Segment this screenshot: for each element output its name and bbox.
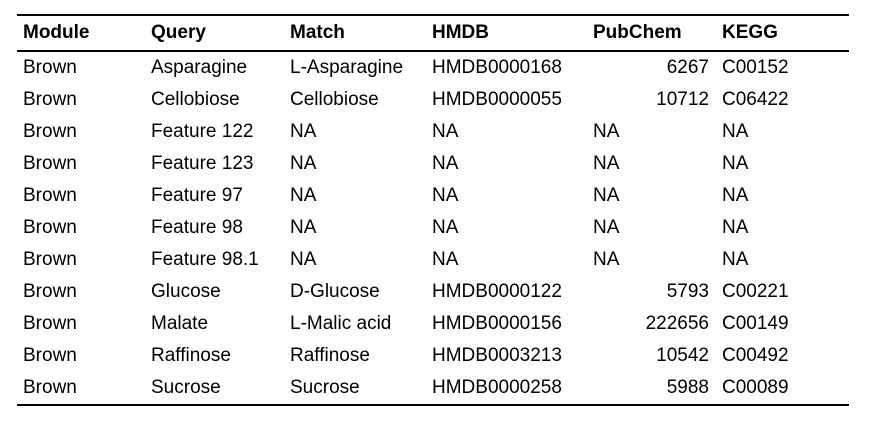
table-row: Brown Malate L-Malic acid HMDB0000156 22… [17, 308, 849, 340]
cell-kegg: C06422 [722, 89, 789, 110]
cell-module: Brown [23, 185, 77, 206]
cell-match: NA [290, 217, 317, 238]
header-match: Match [290, 22, 345, 43]
cell-module: Brown [23, 57, 77, 78]
cell-kegg: NA [722, 217, 749, 238]
metabolite-table-container: Module Query Match HMDB PubChem KEGG Bro… [17, 14, 849, 406]
cell-kegg: C00492 [722, 345, 789, 366]
cell-pubchem: NA [593, 249, 620, 270]
header-pubchem: PubChem [593, 22, 682, 43]
cell-pubchem: 222656 [645, 313, 709, 334]
table-body: Brown Asparagine L-Asparagine HMDB000016… [17, 51, 849, 405]
cell-module: Brown [23, 377, 77, 398]
cell-query: Feature 97 [151, 185, 243, 206]
cell-query: Feature 98.1 [151, 249, 259, 270]
cell-kegg: C00221 [722, 281, 789, 302]
cell-module: Brown [23, 89, 77, 110]
cell-match: NA [290, 153, 317, 174]
cell-query: Sucrose [151, 377, 221, 398]
cell-kegg: C00152 [722, 57, 789, 78]
header-query: Query [151, 22, 206, 43]
cell-pubchem: NA [593, 185, 620, 206]
cell-module: Brown [23, 217, 77, 238]
cell-hmdb: NA [432, 153, 459, 174]
cell-kegg: C00089 [722, 377, 789, 398]
table-row: Brown Feature 123 NA NA NA NA [17, 148, 849, 180]
cell-hmdb: NA [432, 185, 459, 206]
header-module: Module [23, 22, 90, 43]
cell-kegg: NA [722, 121, 749, 142]
cell-hmdb: HMDB0003213 [432, 345, 562, 366]
table-row: Brown Cellobiose Cellobiose HMDB0000055 … [17, 84, 849, 116]
header-row: Module Query Match HMDB PubChem KEGG [17, 15, 849, 51]
cell-pubchem: 5793 [666, 281, 709, 302]
cell-pubchem: NA [593, 217, 620, 238]
cell-query: Feature 122 [151, 121, 254, 142]
cell-match: NA [290, 249, 317, 270]
cell-pubchem: 10712 [656, 89, 709, 110]
cell-query: Feature 98 [151, 217, 243, 238]
cell-query: Asparagine [151, 57, 248, 78]
cell-kegg: NA [722, 153, 749, 174]
cell-hmdb: HMDB0000055 [432, 89, 562, 110]
cell-match: NA [290, 121, 317, 142]
cell-query: Malate [151, 313, 209, 334]
cell-module: Brown [23, 281, 77, 302]
table-row: Brown Feature 122 NA NA NA NA [17, 116, 849, 148]
cell-module: Brown [23, 153, 77, 174]
cell-query: Glucose [151, 281, 221, 302]
cell-pubchem: NA [593, 153, 620, 174]
cell-hmdb: HMDB0000122 [432, 281, 562, 302]
cell-hmdb: HMDB0000168 [432, 57, 562, 78]
table-row: Brown Asparagine L-Asparagine HMDB000016… [17, 51, 849, 84]
cell-pubchem: 10542 [656, 345, 709, 366]
cell-module: Brown [23, 345, 77, 366]
cell-match: NA [290, 185, 317, 206]
cell-match: L-Asparagine [290, 57, 404, 78]
table-row: Brown Feature 98.1 NA NA NA NA [17, 244, 849, 276]
table-row: Brown Raffinose Raffinose HMDB0003213 10… [17, 340, 849, 372]
cell-kegg: C00149 [722, 313, 789, 334]
table-row: Brown Feature 98 NA NA NA NA [17, 212, 849, 244]
cell-query: Raffinose [151, 345, 231, 366]
cell-kegg: NA [722, 249, 749, 270]
header-hmdb: HMDB [432, 22, 489, 43]
cell-module: Brown [23, 121, 77, 142]
cell-hmdb: HMDB0000258 [432, 377, 562, 398]
cell-match: L-Malic acid [290, 313, 392, 334]
cell-pubchem: 6267 [666, 57, 709, 78]
cell-pubchem: 5988 [666, 377, 709, 398]
table-row: Brown Sucrose Sucrose HMDB0000258 5988 C… [17, 372, 849, 405]
cell-module: Brown [23, 313, 77, 334]
table-row: Brown Feature 97 NA NA NA NA [17, 180, 849, 212]
cell-match: Sucrose [290, 377, 360, 398]
cell-hmdb: NA [432, 121, 459, 142]
cell-kegg: NA [722, 185, 749, 206]
cell-match: Raffinose [290, 345, 370, 366]
cell-match: Cellobiose [290, 89, 379, 110]
cell-query: Cellobiose [151, 89, 240, 110]
cell-hmdb: NA [432, 249, 459, 270]
cell-query: Feature 123 [151, 153, 254, 174]
metabolite-table: Module Query Match HMDB PubChem KEGG Bro… [17, 14, 849, 406]
cell-hmdb: HMDB0000156 [432, 313, 562, 334]
cell-pubchem: NA [593, 121, 620, 142]
table-header: Module Query Match HMDB PubChem KEGG [17, 15, 849, 51]
cell-module: Brown [23, 249, 77, 270]
cell-match: D-Glucose [290, 281, 380, 302]
table-row: Brown Glucose D-Glucose HMDB0000122 5793… [17, 276, 849, 308]
cell-hmdb: NA [432, 217, 459, 238]
header-kegg: KEGG [722, 22, 778, 43]
